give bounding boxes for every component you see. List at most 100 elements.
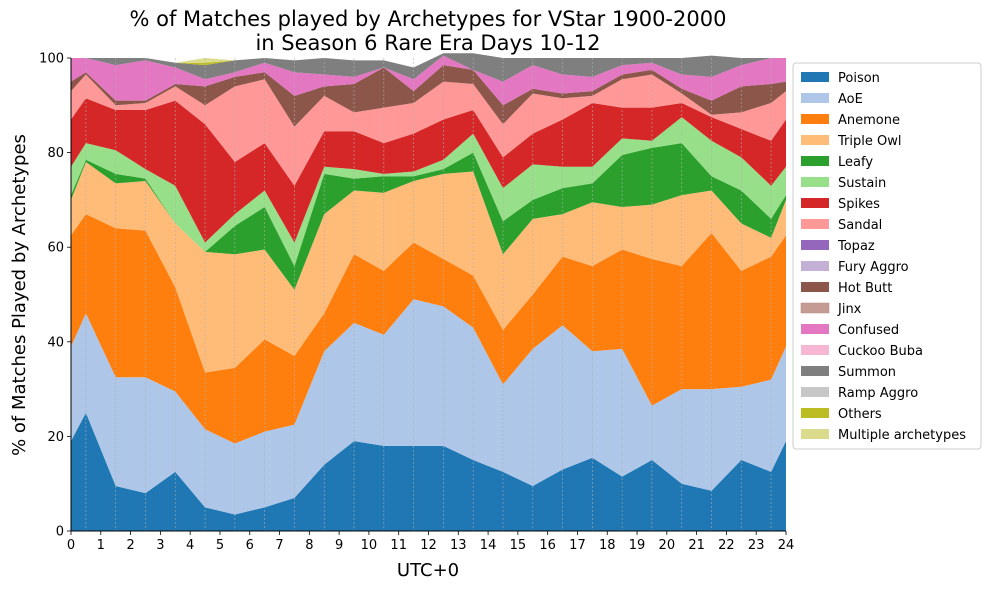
legend-swatch xyxy=(801,135,829,145)
area-poison xyxy=(71,412,786,531)
x-tick-label: 23 xyxy=(748,538,765,553)
legend-item: Sandal xyxy=(801,218,882,233)
area-sustain xyxy=(71,117,786,267)
legend-label: Cuckoo Buba xyxy=(838,344,923,359)
legend-item: Poison xyxy=(801,71,880,86)
legend-swatch xyxy=(800,302,830,314)
legend-swatch xyxy=(801,429,829,439)
x-tick-label: 19 xyxy=(629,538,646,553)
area-triple-owl xyxy=(71,162,786,373)
x-tick-label: 6 xyxy=(246,538,254,553)
legend-label: Summon xyxy=(838,365,896,380)
x-tick-label: 10 xyxy=(361,538,378,553)
x-tick-label: 9 xyxy=(335,538,343,553)
x-tick-label: 13 xyxy=(450,538,467,553)
y-tick-label: 60 xyxy=(47,241,64,256)
x-tick-label: 0 xyxy=(67,538,75,553)
y-tick-label: 40 xyxy=(47,335,64,350)
legend-item: Others xyxy=(801,407,882,422)
x-tick-label: 3 xyxy=(156,538,164,553)
legend-label: Leafy xyxy=(838,155,873,170)
area-aoe xyxy=(71,299,786,515)
legend-label: Topaz xyxy=(837,239,875,254)
area-anemone xyxy=(71,214,786,444)
legend-item: Multiple archetypes xyxy=(801,428,966,443)
legend-label: Multiple archetypes xyxy=(838,428,966,443)
x-tick-label: 5 xyxy=(216,538,224,553)
x-tick-label: 24 xyxy=(778,538,795,553)
legend-item: Triple Owl xyxy=(801,134,901,149)
legend-item: Hot Butt xyxy=(801,281,892,296)
legend-label: Spikes xyxy=(838,197,880,212)
area-summon xyxy=(71,53,786,82)
legend-swatch xyxy=(801,114,829,124)
legend-swatch xyxy=(801,72,829,82)
x-tick-label: 14 xyxy=(480,538,497,553)
x-tick-label: 2 xyxy=(126,538,134,553)
legend-swatch xyxy=(801,408,829,418)
legend-label: Sandal xyxy=(838,218,882,233)
x-tick-label: 11 xyxy=(390,538,407,553)
legend-label: Anemone xyxy=(838,113,900,128)
legend-item: Sustain xyxy=(801,176,886,191)
legend-label: Confused xyxy=(838,323,899,338)
chart-title-line2: in Season 6 Rare Era Days 10-12 xyxy=(255,31,600,55)
area-spikes xyxy=(71,98,786,243)
x-tick-label: 18 xyxy=(599,538,616,553)
x-tick-label: 1 xyxy=(97,538,105,553)
legend-item: Topaz xyxy=(801,239,875,254)
legend-label: Sustain xyxy=(838,176,886,191)
area-layers xyxy=(71,53,786,531)
y-axis-ticks: 0 20 40 60 80 100 xyxy=(39,52,71,540)
x-tick-label: 15 xyxy=(510,538,527,553)
legend-swatch xyxy=(801,156,829,166)
x-tick-label: 16 xyxy=(539,538,556,553)
legend: Poison AoE Anemone Triple Owl Leafy Sustain Sp… xyxy=(792,62,982,450)
y-tick-label: 0 xyxy=(56,525,64,540)
legend-swatch xyxy=(801,345,829,355)
legend-swatch xyxy=(801,198,829,208)
legend-label: Triple Owl xyxy=(837,134,901,149)
x-tick-label: 4 xyxy=(186,538,194,553)
legend-item: Summon xyxy=(801,365,896,380)
y-tick-label: 80 xyxy=(47,146,64,161)
legend-swatch xyxy=(801,219,829,229)
x-tick-label: 20 xyxy=(659,538,676,553)
legend-label: Hot Butt xyxy=(838,281,892,296)
legend-label: Jinx xyxy=(837,302,862,317)
legend-item: Fury Aggro xyxy=(801,260,909,275)
legend-item: Ramp Aggro xyxy=(801,386,918,401)
vertical-gridlines xyxy=(85,58,772,531)
legend-label: Fury Aggro xyxy=(838,260,909,275)
area-multiple-archetypes xyxy=(71,53,786,68)
area-hot-butt xyxy=(71,65,786,127)
legend-frame xyxy=(792,62,982,450)
legend-item: Confused xyxy=(801,323,899,338)
legend-swatch xyxy=(801,261,829,271)
y-tick-label: 20 xyxy=(47,430,64,445)
y-tick-label: 100 xyxy=(39,52,64,67)
x-tick-label: 21 xyxy=(688,538,705,553)
x-tick-label: 17 xyxy=(569,538,586,553)
legend-swatch xyxy=(801,282,829,292)
x-tick-label: 22 xyxy=(718,538,735,553)
legend-item: Leafy xyxy=(801,155,873,170)
chart-title-line1: % of Matches played by Archetypes for VS… xyxy=(130,7,727,31)
legend-label: Others xyxy=(838,407,882,422)
legend-item: Spikes xyxy=(801,197,880,212)
area-leafy xyxy=(71,143,786,290)
y-axis-label: % of Matches Played by Archetypes xyxy=(9,134,30,456)
x-tick-label: 12 xyxy=(420,538,437,553)
legend-item: Cuckoo Buba xyxy=(801,344,923,359)
legend-item: AoE xyxy=(801,92,863,107)
area-sandal xyxy=(71,74,786,186)
x-axis-ticks: 0 1 2 3 4 5 6 7 8 9 10 11 12 13 14 15 16 17 18 19 20 21 22 23 24 xyxy=(67,531,794,553)
legend-swatch xyxy=(801,366,829,376)
legend-swatch xyxy=(801,387,829,397)
legend-label: Poison xyxy=(838,71,880,86)
legend-swatch xyxy=(801,240,829,250)
legend-label: AoE xyxy=(838,92,863,107)
legend-label: Ramp Aggro xyxy=(838,386,918,401)
x-axis-label: UTC+0 xyxy=(397,560,459,581)
